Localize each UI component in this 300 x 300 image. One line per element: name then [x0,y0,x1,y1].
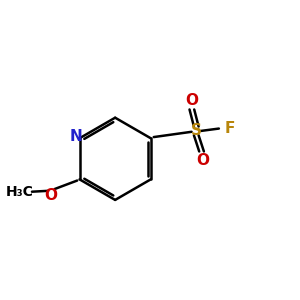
Text: S: S [191,123,202,138]
Text: F: F [225,121,235,136]
Text: O: O [185,93,198,108]
Text: N: N [69,129,82,144]
Text: O: O [44,188,57,203]
Text: H₃C: H₃C [5,185,33,199]
Text: O: O [196,153,209,168]
